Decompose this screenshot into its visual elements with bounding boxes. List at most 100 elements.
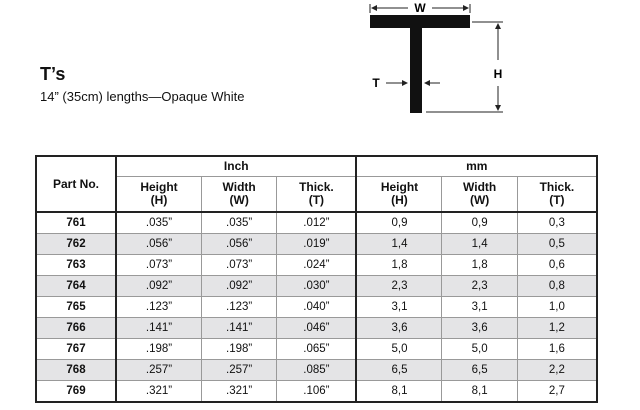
cell: .198” (200, 338, 278, 360)
cell: .141” (200, 317, 278, 339)
cell: .257” (115, 359, 202, 381)
data-row: 764.092” .092” .030” 2,3 2,3 0,8 (35, 275, 598, 297)
data-row: 767.198” .198” .065” 5,0 5,0 1,6 (35, 338, 598, 360)
data-row: 765.123” .123” .040” 3,1 3,1 1,0 (35, 296, 598, 318)
data-row: 766.141” .141” .046” 3,6 3,6 1,2 (35, 317, 598, 339)
cell: 5,0 (441, 338, 518, 360)
column-header: Height (H) (115, 176, 202, 213)
t-stem (410, 28, 422, 113)
column-symbol: (H) (391, 193, 408, 207)
cell: .198” (115, 338, 202, 360)
cell: .073” (115, 254, 202, 276)
cell: .085” (276, 359, 358, 381)
cell: .030” (276, 275, 358, 297)
t-top (370, 15, 470, 28)
cell: 2,7 (516, 380, 598, 403)
column-symbol: (W) (229, 193, 249, 207)
cell: 0,9 (441, 211, 518, 234)
cell: 0,8 (516, 275, 598, 297)
cell: .012” (276, 211, 358, 234)
cell: 5,0 (355, 338, 443, 360)
cell: 1,0 (516, 296, 598, 318)
column-name: Width (222, 180, 256, 194)
cell: .092” (200, 275, 278, 297)
cell: 3,1 (355, 296, 443, 318)
cell: 3,1 (441, 296, 518, 318)
subtitle: 14” (35cm) lengths—Opaque White (40, 89, 245, 104)
cell: .073” (200, 254, 278, 276)
cell: .065” (276, 338, 358, 360)
cell: 1,2 (516, 317, 598, 339)
part-number: 763 (35, 254, 117, 276)
cell: 0,6 (516, 254, 598, 276)
cell: 0,9 (355, 211, 443, 234)
cell: 1,8 (355, 254, 443, 276)
cell: .046” (276, 317, 358, 339)
cell: .035” (115, 211, 202, 234)
part-number: 768 (35, 359, 117, 381)
group-header: mm (355, 155, 598, 177)
data-row: 763.073” .073” .024” 1,8 1,8 0,6 (35, 254, 598, 276)
column-name: Thick. (299, 180, 334, 194)
column-name: Height (140, 180, 178, 194)
cell: .092” (115, 275, 202, 297)
h-label: H (494, 67, 503, 81)
column-symbol: (T) (308, 193, 325, 207)
group-header: Inch (115, 155, 358, 177)
cell: .123” (200, 296, 278, 318)
column-symbol: (W) (469, 193, 490, 207)
part-number: 769 (35, 380, 117, 403)
t-diagram: W H T (369, 1, 503, 113)
spec-table: Part No. Inch mm Height (H) Width (W) Thick. (T)… (35, 155, 598, 403)
cell: 1,4 (355, 233, 443, 255)
part-header: Part No. (35, 155, 117, 213)
column-header: Thick. (T) (516, 176, 598, 213)
cell: 1,8 (441, 254, 518, 276)
data-row: 769.321” .321” .106” 8,1 8,1 2,7 (35, 380, 598, 403)
column-name: Height (380, 180, 419, 194)
part-number: 765 (35, 296, 117, 318)
cell: .056” (200, 233, 278, 255)
part-number: 761 (35, 211, 117, 234)
column-header: Width (W) (441, 176, 518, 213)
cell: .123” (115, 296, 202, 318)
cell: 8,1 (355, 380, 443, 403)
header-row: Height (H) Width (W) Thick. (T) Height (H) Width… (36, 176, 598, 213)
data-row: 762.056” .056” .019” 1,4 1,4 0,5 (35, 233, 598, 255)
cell: 3,6 (355, 317, 443, 339)
part-number: 767 (35, 338, 117, 360)
cell: 3,6 (441, 317, 518, 339)
cell: .035” (200, 211, 278, 234)
cell: .106” (276, 380, 358, 403)
cell: 8,1 (441, 380, 518, 403)
part-number: 762 (35, 233, 117, 255)
cell: .257” (200, 359, 278, 381)
cell: 0,3 (516, 211, 598, 234)
column-header: Thick. (T) (276, 176, 358, 213)
header-row: Part No. Inch mm (35, 155, 598, 213)
cell: .024” (276, 254, 358, 276)
cell: 1,6 (516, 338, 598, 360)
cell: .141” (115, 317, 202, 339)
cell: 2,3 (355, 275, 443, 297)
cell: .056” (115, 233, 202, 255)
cell: .321” (115, 380, 202, 403)
cell: 2,2 (516, 359, 598, 381)
cell: 2,3 (441, 275, 518, 297)
title: T’s (40, 64, 66, 84)
part-number: 764 (35, 275, 117, 297)
cell: 6,5 (355, 359, 443, 381)
cell: .321” (200, 380, 278, 403)
cell: .040” (276, 296, 358, 318)
cell: 6,5 (441, 359, 518, 381)
column-symbol: (T) (549, 193, 565, 207)
column-header: Width (W) (200, 176, 278, 213)
part-number: 766 (35, 317, 117, 339)
cell: 1,4 (441, 233, 518, 255)
cell: .019” (276, 233, 358, 255)
data-row: 768.257” .257” .085” 6,5 6,5 2,2 (35, 359, 598, 381)
w-label: W (414, 1, 426, 15)
column-symbol: (H) (150, 193, 168, 207)
column-header: Height (H) (355, 176, 443, 213)
